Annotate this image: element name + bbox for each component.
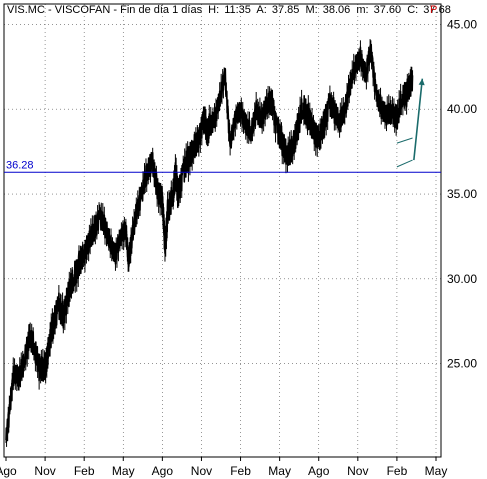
y-tick-label: 25.00: [447, 357, 477, 371]
x-tick-label: May: [112, 464, 135, 478]
header-mid: 38.06: [323, 4, 351, 16]
trend-arrow: [396, 78, 425, 168]
channel-top-line: [396, 137, 413, 144]
x-tick-label: Ago: [152, 464, 174, 478]
y-axis-ticks: 45.00 40.00 35.00 30.00 25.00: [447, 17, 477, 370]
x-tick-label: Nov: [347, 464, 368, 478]
header-ask-label: A:: [256, 4, 266, 16]
x-tick-label: May: [268, 464, 291, 478]
channel-bottom-line: [396, 159, 413, 168]
x-tick-label: Nov: [191, 464, 212, 478]
header-symbol: VIS.MC: [7, 4, 45, 16]
y-tick-label: 45.00: [447, 17, 477, 31]
x-tick-label: Nov: [34, 464, 55, 478]
header-mid-label: M:: [305, 4, 317, 16]
header-high-label: H:: [208, 4, 219, 16]
arrow-head: [418, 78, 425, 86]
x-tick-label: Ago: [308, 464, 330, 478]
header-dash-2: -: [113, 4, 120, 16]
header-min: 37.60: [374, 4, 402, 16]
plot-frame: [3, 3, 442, 458]
header-ask: 37.85: [272, 4, 300, 16]
price-series: [5, 39, 414, 447]
header-name: VISCOFAN: [55, 4, 111, 16]
x-tick-label: Feb: [387, 464, 408, 478]
support-line: 36.28: [4, 159, 441, 173]
header-flag: P: [430, 4, 437, 16]
arrow-shaft: [413, 78, 424, 161]
header-close: 37.68: [423, 4, 451, 16]
header-high: 11:35: [224, 4, 251, 16]
support-line-label: 36.28: [6, 159, 34, 171]
header-close-label: C:: [407, 4, 418, 16]
x-tick-label: May: [425, 464, 448, 478]
header-dash-1: -: [48, 4, 55, 16]
chart-header: VIS.MC - VISCOFAN - Fin de día 1 días H:…: [7, 4, 451, 16]
y-tick-label: 40.00: [447, 102, 477, 116]
x-tick-label: Feb: [230, 464, 251, 478]
x-axis-ticks: Ago Nov Feb May Ago Nov Feb May Ago Nov Feb May: [0, 457, 447, 478]
header-min-label: m:: [356, 4, 368, 16]
x-tick-label: Feb: [74, 464, 95, 478]
y-tick-label: 30.00: [447, 272, 477, 286]
x-tick-label: Ago: [0, 464, 17, 478]
header-timeframe: Fin de día 1 días: [120, 4, 202, 16]
y-tick-label: 35.00: [447, 187, 477, 201]
